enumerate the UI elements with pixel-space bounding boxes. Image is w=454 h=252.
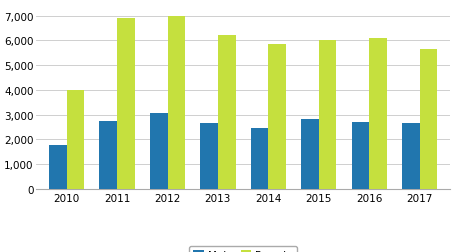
Bar bbox=[419, 50, 437, 189]
Bar bbox=[251, 129, 268, 189]
Bar bbox=[402, 124, 419, 189]
Bar bbox=[301, 120, 319, 189]
Bar bbox=[369, 39, 387, 189]
Bar bbox=[200, 124, 218, 189]
Legend: Male, Female: Male, Female bbox=[189, 246, 297, 252]
Bar bbox=[268, 45, 286, 189]
Bar bbox=[150, 114, 168, 189]
Bar bbox=[117, 19, 135, 189]
Bar bbox=[99, 121, 117, 189]
Bar bbox=[49, 146, 67, 189]
Bar bbox=[351, 122, 369, 189]
Bar bbox=[218, 36, 236, 189]
Bar bbox=[168, 16, 185, 189]
Bar bbox=[67, 90, 84, 189]
Bar bbox=[319, 41, 336, 189]
